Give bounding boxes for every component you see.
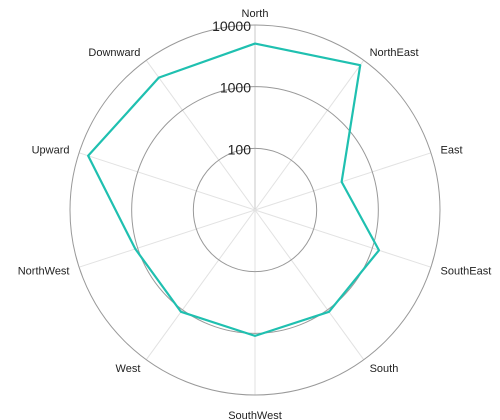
spoke-line	[78, 152, 256, 211]
radial-tick-labels: 100 1000 10000	[212, 18, 251, 157]
category-label: North	[242, 8, 269, 20]
grid-ring	[69, 24, 441, 396]
grid-ring	[192, 147, 318, 273]
spoke-line	[254, 152, 432, 211]
series-layer	[87, 42, 381, 337]
spoke-line	[145, 209, 256, 360]
spoke-line	[254, 60, 365, 211]
radial-tick-label: 100	[228, 141, 252, 157]
category-label: SouthEast	[441, 265, 492, 277]
radial-tick-label: 10000	[212, 18, 251, 34]
category-label: East	[441, 145, 463, 157]
spoke-line	[78, 209, 256, 268]
category-label: NorthEast	[370, 47, 419, 59]
category-label: NorthWest	[18, 265, 70, 277]
spoke-lines	[78, 25, 432, 395]
spoke-line	[254, 209, 365, 360]
category-label: Upward	[32, 145, 70, 157]
spoke-line	[145, 60, 256, 211]
grid-ring	[131, 86, 379, 334]
category-label: West	[116, 363, 141, 375]
grid-rings	[69, 24, 441, 396]
category-label: SouthWest	[228, 410, 282, 420]
series-line	[87, 42, 381, 337]
spoke-line	[254, 209, 432, 268]
category-labels: North NorthEast East SouthEast South SouthWes…	[18, 8, 492, 420]
category-label: Downward	[88, 47, 140, 59]
category-label: South	[370, 363, 399, 375]
radial-tick-label: 1000	[220, 80, 251, 96]
